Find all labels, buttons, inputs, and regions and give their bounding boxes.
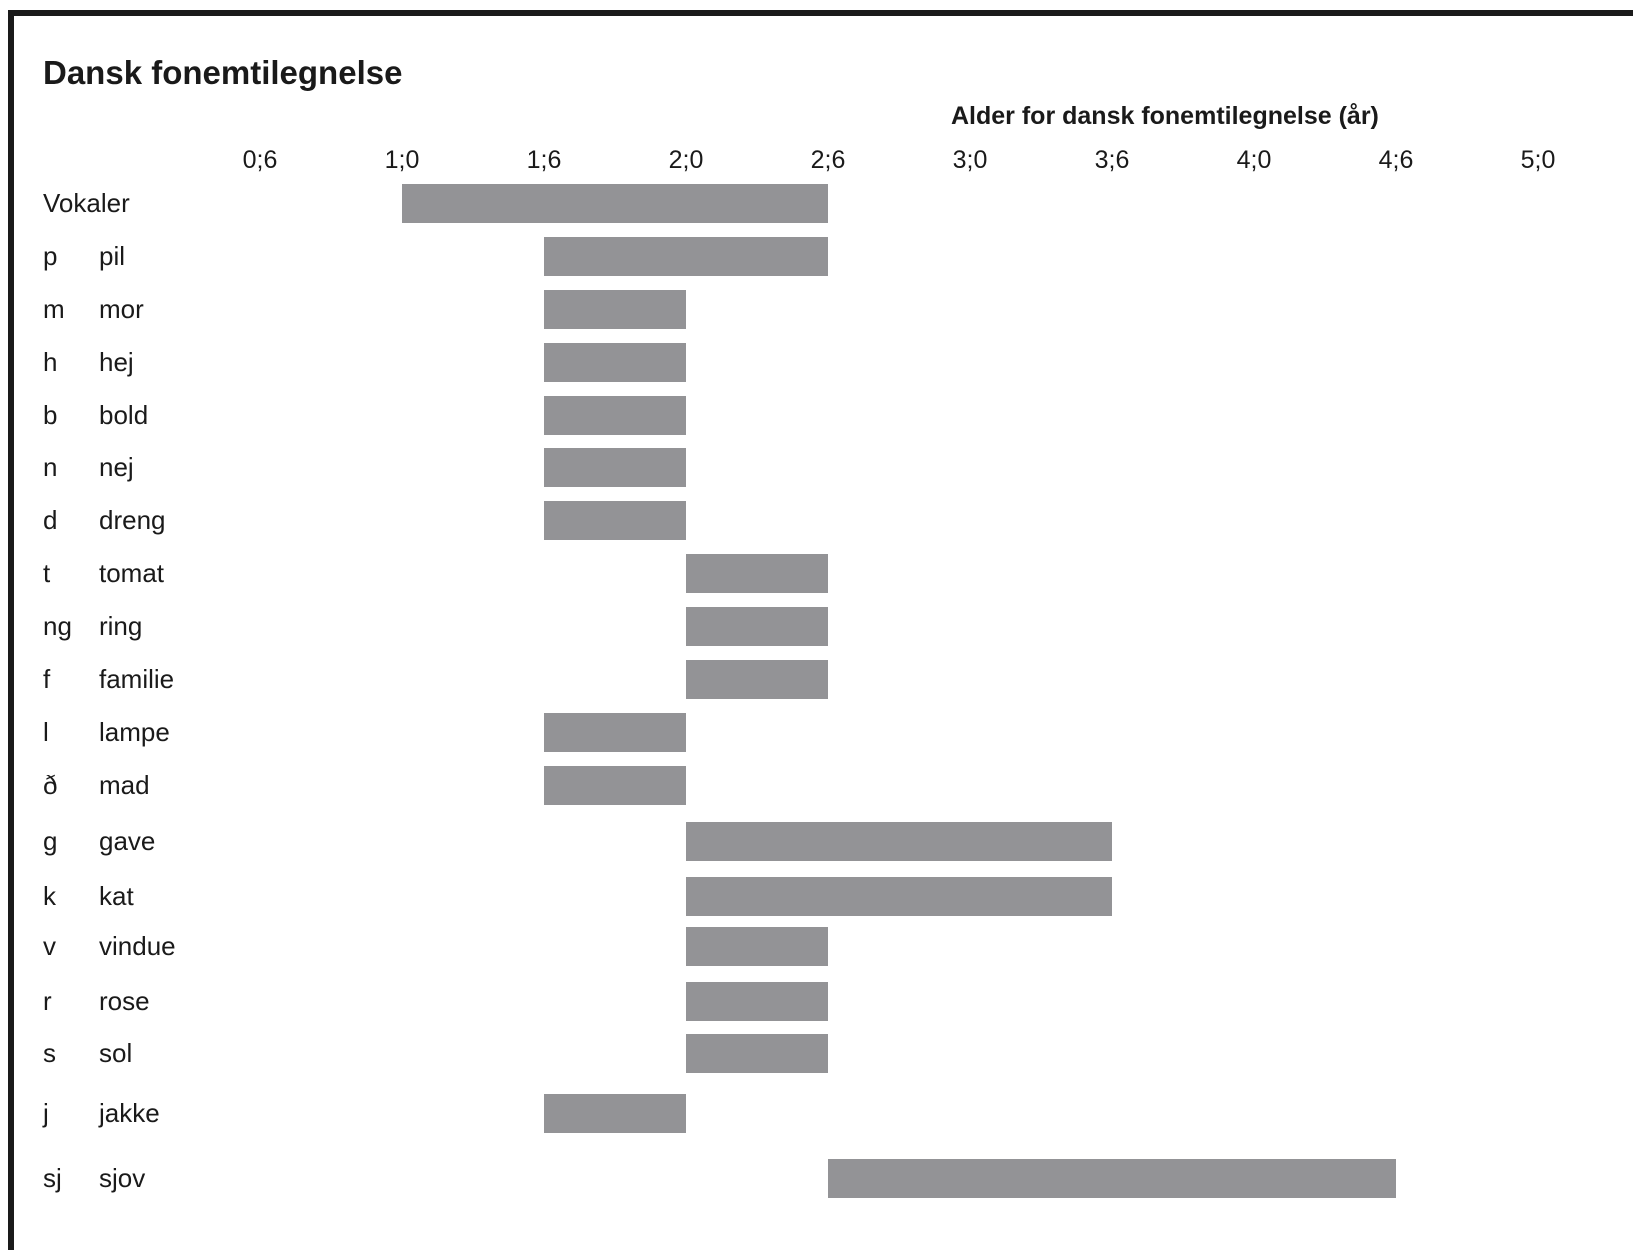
range-bar [544,342,686,382]
row-example-word: gave [99,826,156,856]
row-example-word: mor [99,294,144,324]
row-phoneme-label: ng [43,611,72,641]
row-phoneme-label: t [43,558,51,588]
row-phoneme-label: sj [43,1163,62,1193]
chart-title: Dansk fonemtilegnelse [43,54,403,91]
range-bar [686,659,828,699]
row-example-word: nej [99,452,134,482]
row-phoneme-label: m [43,294,65,324]
chart-frame [8,10,1633,1250]
row-example-word: rose [99,986,150,1016]
row-phoneme-label: p [43,241,58,271]
row-phoneme-label: v [43,931,56,961]
range-bar [686,553,828,593]
range-bar [686,1033,828,1073]
row-example-word: sjov [99,1163,146,1193]
row-phoneme-label: d [43,505,58,535]
range-bar [828,1158,1396,1198]
x-tick-label: 1;6 [526,146,562,174]
range-bar [544,765,686,805]
row-phoneme-label: n [43,452,58,482]
row-phoneme-label: j [43,1098,49,1128]
range-bar [544,395,686,435]
row-phoneme-label: l [43,717,49,747]
range-bar [544,447,686,487]
row-example-word: familie [99,664,175,694]
row-example-word: kat [99,881,134,911]
row-example-word: dreng [99,505,166,535]
x-tick-label: 3;0 [952,146,988,174]
range-bar [544,712,686,752]
x-axis-title: Alder for dansk fonemtilegnelse (år) [951,102,1379,130]
x-tick-label: 2;0 [668,146,704,174]
row-example-word: sol [99,1038,133,1068]
range-bar [544,500,686,540]
x-tick-label: 5;0 [1520,146,1556,174]
row-example-word: bold [99,400,149,430]
range-bar [686,876,1112,916]
row-phoneme-label: k [43,881,56,911]
row-example-word: hej [99,347,134,377]
range-bar [686,926,828,966]
x-tick-label: 0;6 [242,146,278,174]
row-phoneme-label: f [43,664,51,694]
row-example-word: tomat [99,558,165,588]
range-bar [544,1093,686,1133]
range-bar [686,981,828,1021]
row-phoneme-label: ð [43,770,58,800]
range-bar [544,236,828,276]
row-phoneme-label: b [43,400,58,430]
row-example-word: jakke [99,1098,160,1128]
row-example-word: vindue [99,931,176,961]
x-tick-label: 1;0 [384,146,420,174]
x-tick-label: 4;6 [1378,146,1414,174]
row-phoneme-label: s [43,1038,56,1068]
range-bar [686,606,828,646]
range-bar [544,289,686,329]
row-phoneme-label: g [43,826,58,856]
x-tick-label: 3;6 [1094,146,1130,174]
row-phoneme-label: h [43,347,58,377]
range-bar [402,183,828,223]
range-bar [686,821,1112,861]
x-tick-label: 2;6 [810,146,846,174]
row-phoneme-label: Vokaler [43,188,130,218]
row-example-word: mad [99,770,150,800]
row-example-word: lampe [99,717,170,747]
row-example-word: ring [99,611,143,641]
row-example-word: pil [99,241,126,271]
row-phoneme-label: r [43,986,52,1016]
x-tick-label: 4;0 [1236,146,1272,174]
